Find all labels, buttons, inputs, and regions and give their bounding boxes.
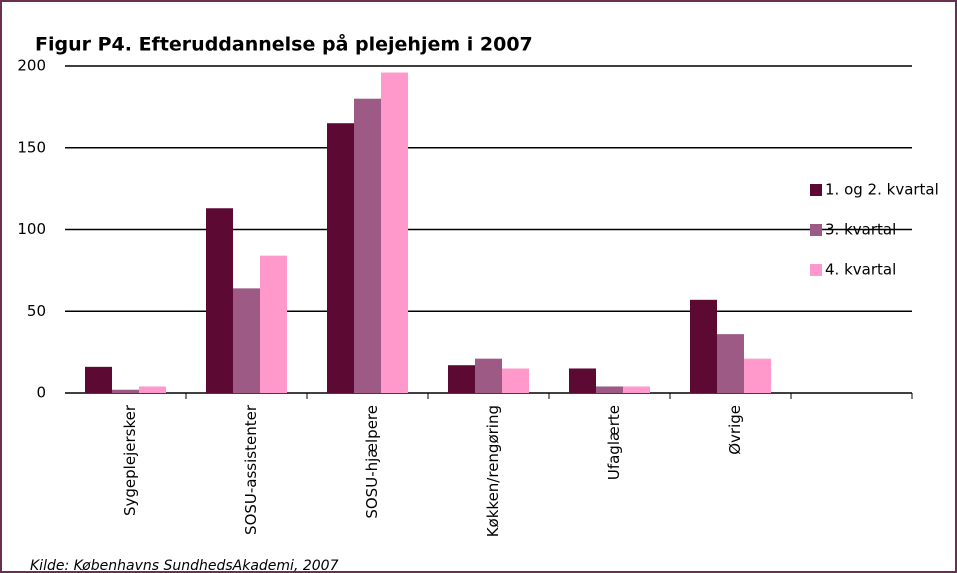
bar [139,386,166,393]
chart-title: Figur P4. Efteruddannelse på plejehjem i… [35,32,533,56]
bar [85,366,112,393]
x-tick-label: SOSU-assistenter [242,404,260,535]
bar [744,358,771,393]
bar [569,368,596,393]
legend-swatch [810,224,822,236]
x-tick-label: Køkken/rengøring [484,405,502,537]
bar [475,358,502,393]
legend-swatch [810,264,822,276]
bar [112,389,139,393]
bar [327,123,354,393]
y-tick-label: 200 [17,57,46,75]
bar [233,288,260,393]
bar [260,255,287,393]
legend-label: 3. kvartal [825,221,896,239]
bar [690,299,717,393]
bar [596,386,623,393]
bar [717,334,744,393]
bar [623,386,650,393]
bar [206,208,233,393]
x-tick-label: Ufaglærte [605,405,623,480]
x-tick-label: Øvrige [726,405,744,455]
x-tick-label: Sygeplejersker [121,404,139,516]
bar [354,98,381,393]
bar [502,368,529,393]
y-tick-label: 100 [17,220,46,238]
y-tick-label: 0 [36,384,46,402]
legend-label: 1. og 2. kvartal [825,181,939,199]
source: Kilde: Københavns SundhedsAkademi, 2007 [30,558,339,573]
x-tick-label: SOSU-hjælpere [363,405,381,519]
legend-label: 4. kvartal [825,261,896,279]
legend-swatch [810,184,822,196]
y-tick-label: 150 [17,138,46,156]
y-tick-label: 50 [27,302,46,320]
bar [448,365,475,393]
bar [381,72,408,393]
